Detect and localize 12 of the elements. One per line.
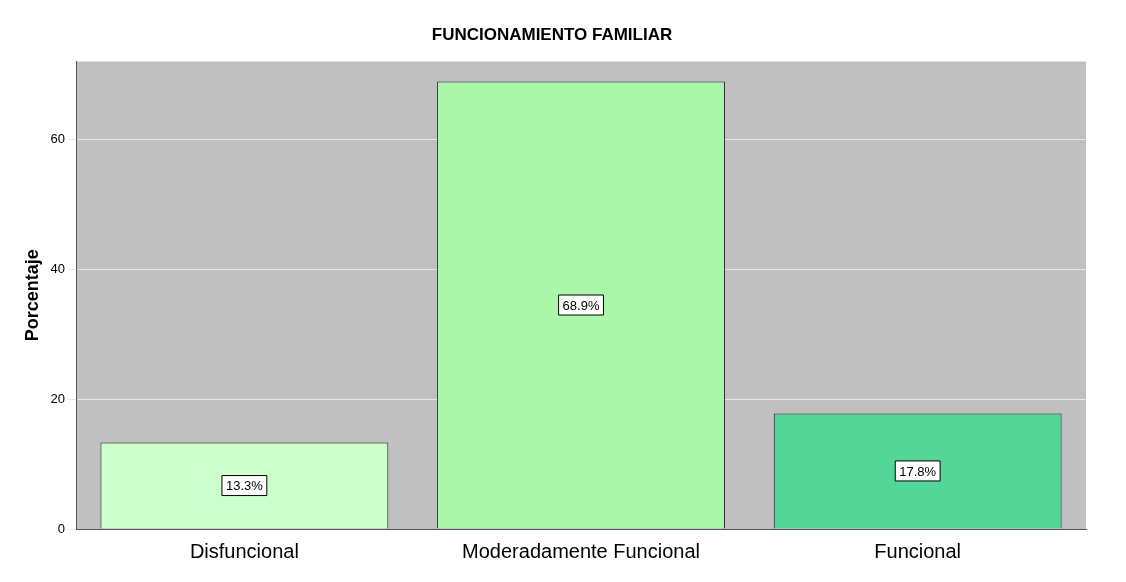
data-label: 17.8% (899, 463, 937, 479)
y-axis-title: Porcentaje (21, 249, 42, 342)
chart-title: FUNCIONAMIENTO FAMILIAR (431, 24, 673, 44)
y-tick-label: 60 (50, 130, 66, 146)
y-tick-label: 0 (57, 520, 66, 536)
x-tick-label: Moderadamente Funcional (462, 539, 700, 562)
y-tick-label: 20 (50, 390, 66, 406)
x-tick-label: Disfuncional (189, 539, 299, 562)
data-label: 68.9% (562, 297, 600, 313)
x-tick-label: Funcional (874, 539, 962, 562)
y-tick-label: 40 (50, 260, 66, 276)
data-label: 13.3% (225, 478, 264, 494)
